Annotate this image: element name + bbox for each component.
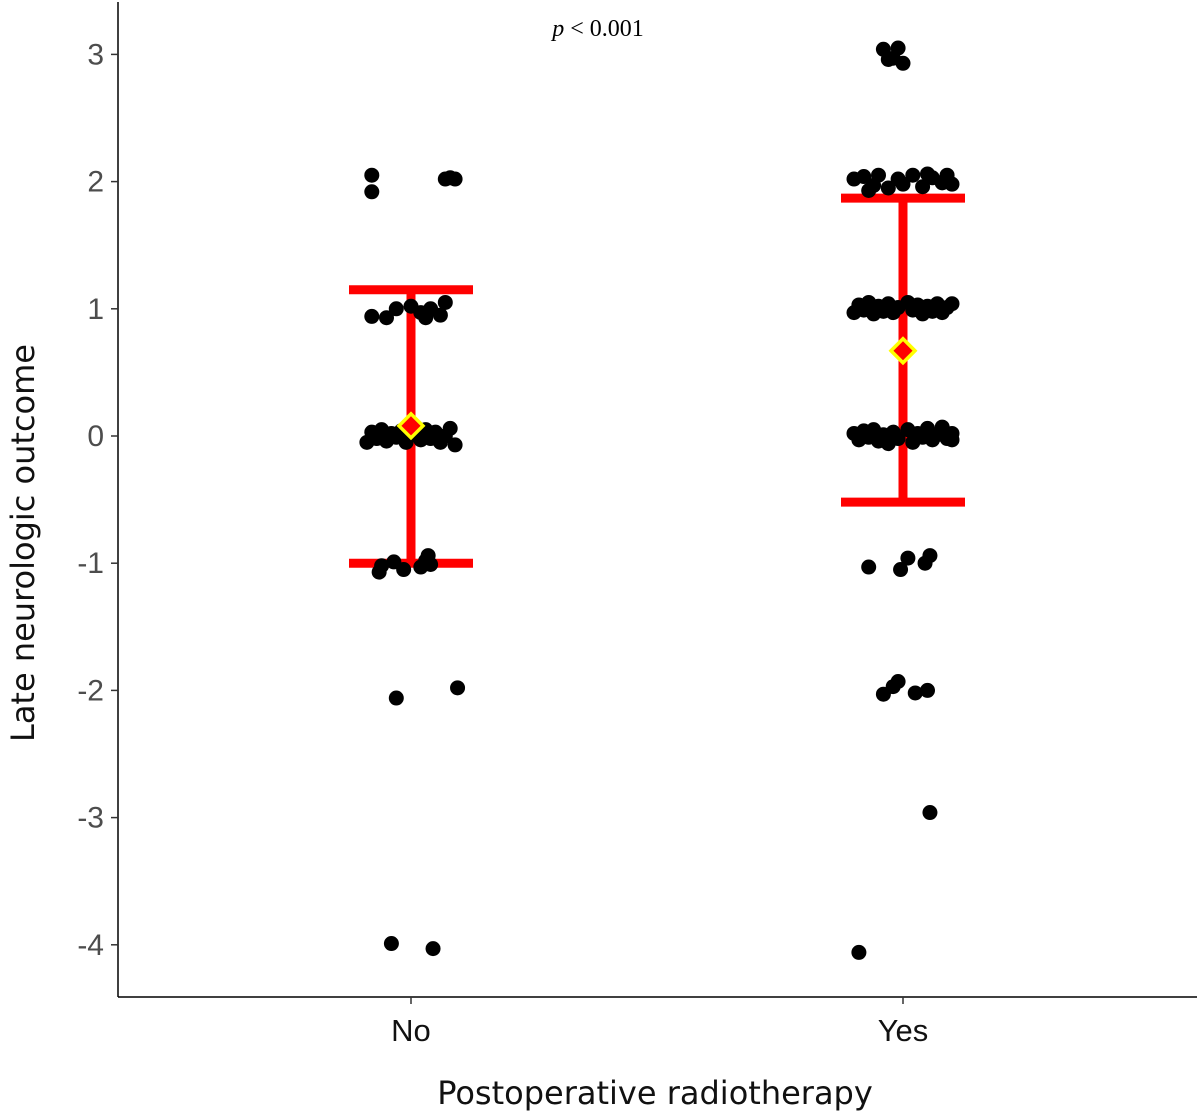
data-point (905, 167, 921, 183)
y-ticks: 3 2 1 0 -1 -2 -3 -4 (77, 38, 118, 962)
data-point (418, 310, 434, 326)
data-point (922, 548, 938, 564)
data-point (900, 550, 916, 566)
data-point (447, 437, 463, 453)
data-point (423, 556, 439, 572)
data-point (861, 183, 877, 199)
data-point (856, 169, 872, 185)
y-tick-label: 1 (87, 293, 104, 326)
data-point (880, 180, 896, 196)
data-point (944, 296, 960, 312)
data-point (895, 176, 911, 192)
data-point (364, 167, 380, 183)
x-ticks: No Yes (391, 997, 928, 1048)
y-tick-label: -3 (77, 802, 104, 835)
y-tick-label: 3 (87, 38, 104, 71)
data-point (388, 690, 404, 706)
data-point (388, 301, 404, 317)
data-point (364, 184, 380, 200)
data-point (893, 562, 909, 578)
data-point (915, 179, 931, 195)
data-points (359, 40, 960, 960)
data-point (364, 308, 380, 324)
mean-markers (396, 336, 918, 441)
error-bars (349, 193, 965, 568)
mean-marker (888, 336, 918, 366)
data-point (425, 941, 441, 957)
x-tick-label: Yes (878, 1013, 929, 1048)
y-tick-label: -2 (77, 674, 104, 707)
p-symbol: p (550, 16, 564, 42)
x-axis-title: Postoperative radiotherapy (437, 1074, 873, 1112)
y-axis-title: Late neurologic outcome (4, 344, 42, 742)
data-point (922, 805, 938, 821)
data-point (851, 944, 867, 960)
data-point (890, 431, 906, 447)
y-tick-label: 2 (87, 166, 104, 199)
data-point (890, 673, 906, 689)
data-point (379, 310, 394, 326)
data-point (450, 680, 466, 696)
data-point (895, 55, 911, 71)
data-point (447, 171, 463, 187)
data-point (396, 562, 412, 578)
y-tick-label: -1 (77, 547, 104, 580)
data-point (944, 432, 960, 448)
data-point (374, 558, 390, 574)
mean-marker (396, 411, 426, 441)
x-tick-label: No (391, 1013, 431, 1048)
y-tick-label: 0 (87, 420, 104, 453)
axes (117, 2, 1197, 998)
data-point (432, 307, 448, 323)
data-point (944, 176, 960, 192)
data-point (920, 166, 935, 182)
data-point (920, 682, 935, 698)
data-point (442, 420, 458, 436)
y-tick-label: -4 (77, 929, 104, 962)
p-value-text: < 0.001 (564, 16, 644, 42)
data-point (437, 294, 453, 310)
data-point (861, 559, 877, 575)
data-point (871, 167, 886, 183)
data-point (907, 685, 923, 701)
p-value-annotation: p < 0.001 (550, 16, 644, 42)
data-point (383, 936, 399, 952)
